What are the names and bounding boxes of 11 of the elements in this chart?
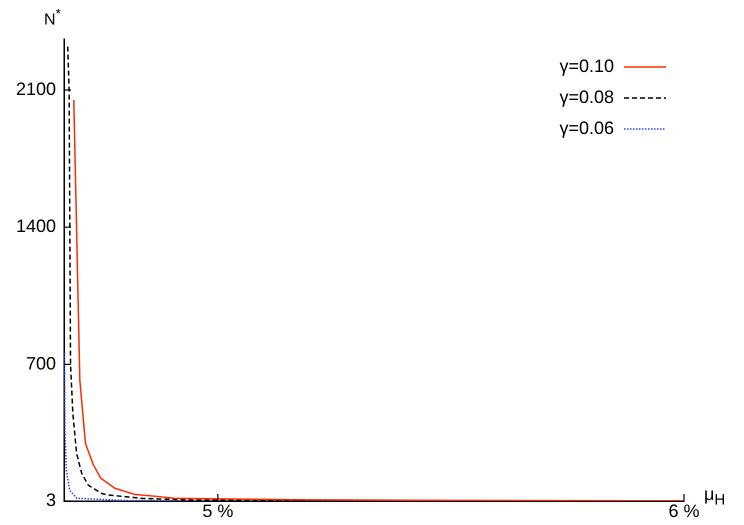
- x-tick-label: 6 %: [668, 500, 700, 521]
- y-tick-label: 3: [46, 490, 56, 510]
- x-axis-title: μ$_{H}$: [704, 484, 726, 509]
- y-axis-title: N$^{*}$: [44, 6, 61, 30]
- x-tick-label: 5 %: [202, 500, 234, 521]
- y-tick-label: 2100: [16, 78, 56, 99]
- y-tick-label: 700: [26, 353, 56, 374]
- y-tick-label: 1400: [16, 216, 56, 236]
- legend-label: γ=0.10: [559, 56, 614, 76]
- legend-label: γ=0.06: [559, 118, 614, 138]
- legend-label: γ=0.08: [559, 86, 614, 107]
